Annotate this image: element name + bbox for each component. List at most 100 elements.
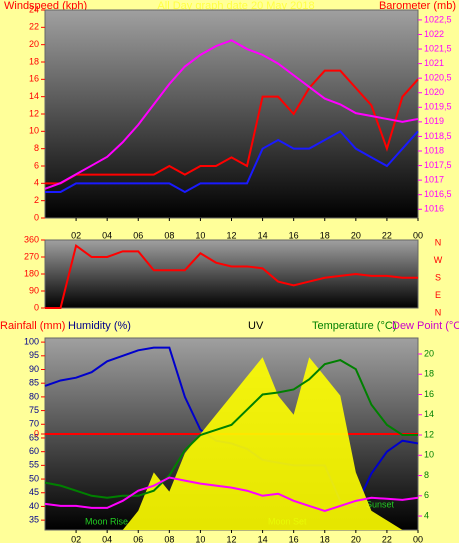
y2-tick-label: 1017 — [424, 175, 444, 185]
y-tick-label: 0 — [34, 302, 39, 312]
y-tick-label: 360 — [24, 234, 39, 244]
y-tick-label: 6 — [34, 160, 39, 170]
wind-label: Windspeed (kph) — [4, 0, 87, 12]
y2-tick-label: 1020 — [424, 87, 444, 97]
y-tick-label: 16 — [29, 74, 39, 84]
y-tick-label: 14 — [29, 91, 39, 101]
dewpoint-label: Dew Point (°C — [392, 320, 459, 332]
x-tick-label: 16 — [289, 230, 299, 240]
x-tick-label: 12 — [226, 230, 236, 240]
y2-tick-label: 1020,5 — [424, 73, 452, 83]
annotation: Moon Rise — [85, 516, 128, 526]
x-tick-label: 10 — [195, 534, 205, 543]
x-tick-label: 08 — [164, 230, 174, 240]
compass-label: E — [435, 290, 441, 300]
series-line — [44, 359, 418, 499]
y-tick-label: 270 — [24, 251, 39, 261]
x-tick-label: 12 — [226, 534, 236, 543]
y-tick-label: 45 — [29, 487, 39, 497]
y2-tick-label: 12 — [424, 429, 434, 439]
x-tick-label: 16 — [289, 534, 299, 543]
y2-tick-label: 1022,5 — [424, 14, 452, 24]
x-tick-label: 14 — [258, 534, 268, 543]
y2-tick-label: 1017,5 — [424, 160, 452, 170]
x-tick-label: 22 — [382, 534, 392, 543]
y2-tick-label: 18 — [424, 369, 434, 379]
annotation: Sunset — [366, 499, 395, 509]
x-tick-label: 14 — [258, 230, 268, 240]
y-tick-label: 55 — [29, 460, 39, 470]
rain-tick-label: 0 — [34, 428, 39, 438]
y-tick-label: 75 — [29, 405, 39, 415]
series-line — [44, 39, 419, 190]
uv-area — [45, 357, 418, 530]
x-tick-label: 06 — [133, 534, 143, 543]
y-tick-label: 18 — [29, 56, 39, 66]
compass-label: W — [434, 255, 443, 265]
x-tick-label: 20 — [351, 534, 361, 543]
humidity-label: Humidity (%) — [68, 320, 131, 332]
compass-label: S — [435, 272, 441, 282]
y-tick-label: 100 — [24, 336, 39, 346]
y2-tick-label: 8 — [424, 470, 429, 480]
y-tick-label: 8 — [34, 143, 39, 153]
y-tick-label: 90 — [29, 285, 39, 295]
compass-label: N — [435, 307, 442, 317]
y-tick-label: 40 — [29, 501, 39, 511]
temperature-label: Temperature (°C) — [312, 320, 396, 332]
chart-title: All Day graph date 20 May 2018 — [157, 0, 314, 12]
x-tick-label: 00 — [413, 230, 423, 240]
y2-tick-label: 1022 — [424, 29, 444, 39]
x-tick-label: 22 — [382, 230, 392, 240]
y-tick-label: 80 — [29, 391, 39, 401]
y-tick-label: 22 — [29, 22, 39, 32]
rain-label: Rainfall (mm) — [0, 320, 65, 332]
y-tick-label: 4 — [34, 178, 39, 188]
y-tick-label: 70 — [29, 419, 39, 429]
x-tick-label: 10 — [195, 230, 205, 240]
series-line — [45, 69, 419, 185]
y-tick-label: 60 — [29, 446, 39, 456]
y2-tick-label: 10 — [424, 450, 434, 460]
barometer-label: Barometer (mb) — [379, 0, 456, 12]
y-tick-label: 95 — [29, 350, 39, 360]
y-tick-label: 20 — [29, 39, 39, 49]
y2-tick-label: 20 — [424, 348, 434, 358]
y2-tick-label: 1018,5 — [424, 131, 452, 141]
x-tick-label: 18 — [320, 230, 330, 240]
uv-label: UV — [248, 320, 264, 332]
y2-tick-label: 1016 — [424, 204, 444, 214]
y2-tick-label: 1021,5 — [424, 43, 452, 53]
x-tick-label: 00 — [413, 534, 423, 543]
x-tick-label: 02 — [71, 230, 81, 240]
y-tick-label: 0 — [34, 212, 39, 222]
y-tick-label: 65 — [29, 432, 39, 442]
y2-tick-label: 16 — [424, 389, 434, 399]
x-tick-label: 20 — [351, 230, 361, 240]
y-tick-label: 35 — [29, 515, 39, 525]
y2-tick-label: 1016,5 — [424, 189, 452, 199]
x-tick-label: 04 — [102, 230, 112, 240]
y2-tick-label: 14 — [424, 409, 434, 419]
y2-tick-label: 1021 — [424, 58, 444, 68]
y-tick-label: 12 — [29, 108, 39, 118]
y-tick-label: 90 — [29, 364, 39, 374]
x-tick-label: 08 — [164, 534, 174, 543]
x-tick-label: 02 — [71, 534, 81, 543]
y2-tick-label: 4 — [424, 510, 429, 520]
y-tick-label: 10 — [29, 126, 39, 136]
y2-tick-label: 6 — [424, 490, 429, 500]
y-tick-label: 50 — [29, 473, 39, 483]
y-tick-label: 24 — [29, 4, 39, 14]
y2-tick-label: 1019,5 — [424, 102, 452, 112]
x-tick-label: 06 — [133, 230, 143, 240]
y-tick-label: 85 — [29, 378, 39, 388]
y-tick-label: 2 — [34, 195, 39, 205]
x-tick-label: 18 — [320, 534, 330, 543]
compass-label: N — [435, 237, 442, 247]
y2-tick-label: 1019 — [424, 116, 444, 126]
series-line — [44, 476, 419, 513]
y-tick-label: 180 — [24, 268, 39, 278]
